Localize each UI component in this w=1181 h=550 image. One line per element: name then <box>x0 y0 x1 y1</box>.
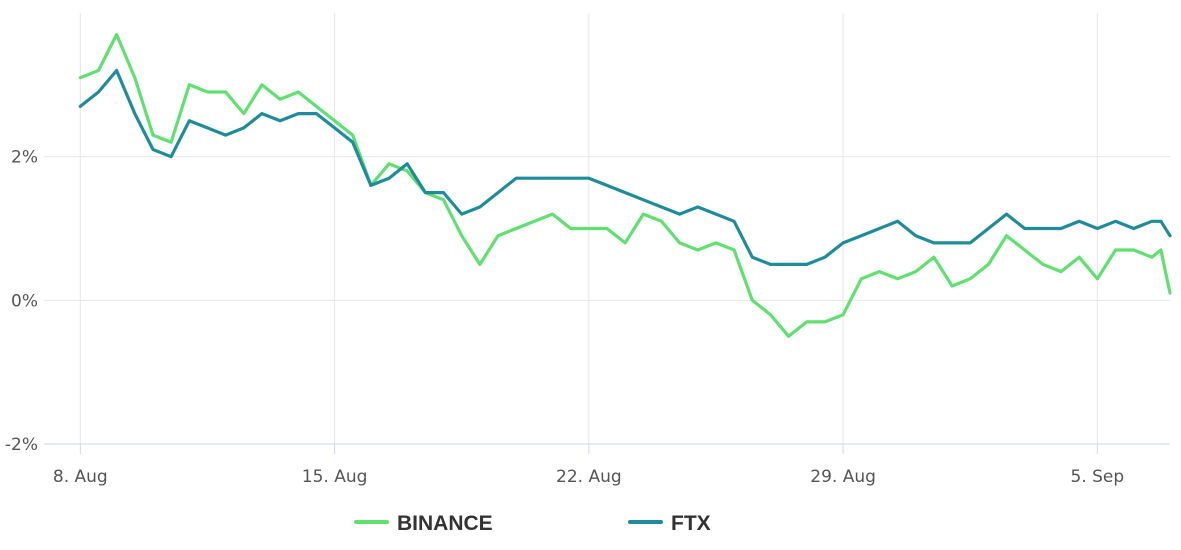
legend-label: FTX <box>671 512 711 535</box>
legend-label: BINANCE <box>397 512 493 535</box>
x-tick-label: 8. Aug <box>53 467 108 487</box>
series-lines <box>78 32 1172 338</box>
legend-item-binance[interactable]: BINANCE <box>354 512 493 535</box>
x-tick-label: 5. Sep <box>1071 467 1125 487</box>
x-tick-label: 29. Aug <box>810 467 876 487</box>
y-axis-labels: -2% 0% 2% <box>5 148 38 455</box>
series-line-ftx <box>78 68 1172 266</box>
y-tick-label: -2% <box>5 435 38 455</box>
x-axis: 8. Aug 15. Aug 22. Aug 29. Aug 5. Sep <box>44 443 1170 487</box>
series-line-binance <box>78 32 1172 338</box>
x-tick-label: 22. Aug <box>556 467 622 487</box>
legend-item-ftx[interactable]: FTX <box>628 512 711 535</box>
x-tick-label: 15. Aug <box>302 467 368 487</box>
legend: BINANCE FTX <box>354 512 711 535</box>
y-tick-label: 0% <box>11 291 38 311</box>
y-tick-label: 2% <box>11 148 38 168</box>
